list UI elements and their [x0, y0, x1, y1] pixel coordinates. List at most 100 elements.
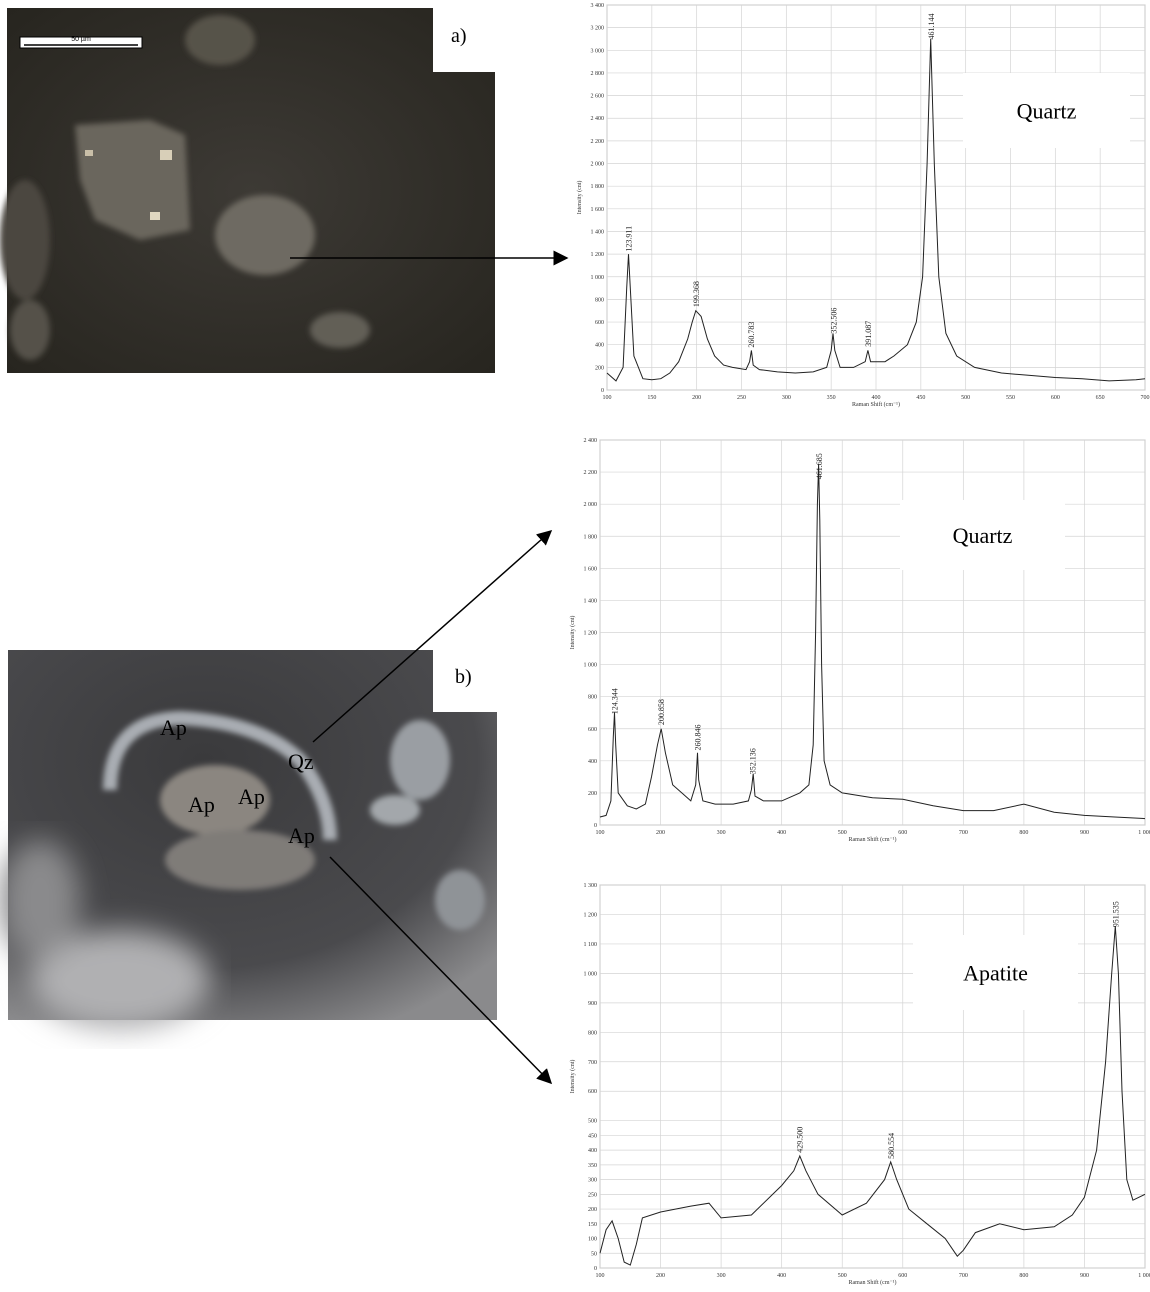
- y-tick-label: 2 600: [591, 94, 605, 100]
- y-tick-label: 2 800: [591, 71, 605, 77]
- x-tick-label: 900: [1080, 830, 1089, 836]
- y-tick-label: 1 800: [591, 184, 605, 190]
- x-axis-label: Raman Shift (cm⁻¹): [849, 836, 897, 843]
- spectrum-line: [606, 38, 1146, 382]
- y-tick-label: 200: [588, 1207, 597, 1213]
- spectrum-line: [599, 464, 1146, 820]
- peak-label: 352.136: [749, 748, 758, 774]
- y-tick-label: 2 000: [584, 502, 598, 508]
- annotation: Apatite: [963, 961, 1028, 986]
- x-tick-label: 300: [717, 1273, 726, 1279]
- mineral-label: Ap: [288, 823, 315, 848]
- y-tick-label: 700: [588, 1060, 597, 1066]
- y-tick-label: 3 000: [591, 48, 605, 54]
- y-tick-label: 1 000: [591, 275, 605, 281]
- y-tick-label: 2 400: [591, 116, 605, 122]
- y-tick-label: 1 200: [591, 252, 605, 258]
- x-tick-label: 600: [1051, 395, 1060, 401]
- y-tick-label: 300: [588, 1178, 597, 1184]
- peak-label: 580.554: [887, 1133, 896, 1159]
- peak-label: 429.500: [796, 1127, 805, 1153]
- x-tick-label: 450: [916, 395, 925, 401]
- annotation: Quartz: [1017, 99, 1077, 124]
- peak-label: 461.144: [927, 13, 936, 39]
- micrograph-b: [0, 650, 497, 1030]
- peak-label: 200.858: [657, 699, 666, 725]
- mineral-label: Ap: [238, 784, 265, 809]
- y-tick-label: 1 100: [584, 942, 598, 948]
- y-tick-label: 3 200: [591, 26, 605, 32]
- x-tick-label: 550: [1006, 395, 1015, 401]
- x-tick-label: 900: [1080, 1273, 1089, 1279]
- x-axis-label: Raman Shift (cm⁻¹): [849, 1279, 897, 1286]
- annotation: Quartz: [953, 523, 1013, 548]
- y-tick-label: 0: [601, 388, 604, 394]
- x-tick-label: 600: [898, 1273, 907, 1279]
- scale-bar-label: 50 µm: [71, 36, 91, 43]
- y-tick-label: 0: [594, 823, 597, 829]
- peak-label: 461.685: [815, 453, 824, 479]
- x-tick-label: 700: [1141, 395, 1150, 401]
- x-tick-label: 800: [1019, 1273, 1028, 1279]
- y-tick-label: 250: [588, 1192, 597, 1198]
- y-tick-label: 500: [588, 1119, 597, 1125]
- x-tick-label: 650: [1096, 395, 1105, 401]
- annotation-box: [900, 500, 1065, 570]
- y-tick-label: 100: [588, 1237, 597, 1243]
- y-tick-label: 400: [588, 1148, 597, 1154]
- peak-label: 124.344: [611, 688, 620, 714]
- x-tick-label: 300: [717, 830, 726, 836]
- mineral-label: Ap: [160, 715, 187, 740]
- x-tick-label: 250: [737, 395, 746, 401]
- y-tick-label: 800: [588, 695, 597, 701]
- x-tick-label: 350: [827, 395, 836, 401]
- x-tick-label: 400: [777, 830, 786, 836]
- y-tick-label: 1 800: [584, 534, 598, 540]
- arrow: [312, 530, 553, 743]
- x-tick-label: 400: [777, 1273, 786, 1279]
- y-tick-label: 2 000: [591, 162, 605, 168]
- panel-label: b): [455, 666, 472, 688]
- annotation-box: [913, 935, 1078, 1010]
- x-axis-label: Raman Shift (cm⁻¹): [852, 401, 900, 408]
- y-tick-label: 600: [595, 320, 604, 326]
- peak-label: 260.846: [693, 724, 702, 750]
- y-tick-label: 400: [595, 343, 604, 349]
- x-tick-label: 1 000: [1138, 1273, 1150, 1279]
- x-tick-label: 200: [656, 830, 665, 836]
- y-tick-label: 1 400: [591, 229, 605, 235]
- y-tick-label: 3 400: [591, 3, 605, 9]
- y-tick-label: 0: [594, 1266, 597, 1272]
- micrograph-a: 50 µm: [0, 8, 495, 373]
- x-tick-label: 1 000: [1138, 830, 1150, 836]
- y-axis-label: Intensity (cnt): [569, 1060, 576, 1094]
- y-tick-label: 1 300: [584, 883, 598, 889]
- peak-label: 352.506: [829, 308, 838, 334]
- y-tick-label: 1 600: [591, 207, 605, 213]
- x-tick-label: 700: [959, 1273, 968, 1279]
- y-tick-label: 1 400: [584, 598, 598, 604]
- panel-label: a): [451, 25, 467, 47]
- y-tick-label: 200: [588, 791, 597, 797]
- mineral-label: Qz: [288, 749, 314, 774]
- y-axis-label: Intensity (cnt): [569, 616, 576, 650]
- annotation-box: [963, 73, 1130, 148]
- x-tick-label: 700: [959, 830, 968, 836]
- x-tick-label: 500: [961, 395, 970, 401]
- y-tick-label: 600: [588, 1089, 597, 1095]
- y-tick-label: 800: [588, 1030, 597, 1036]
- y-tick-label: 800: [595, 297, 604, 303]
- peak-label: 260.783: [747, 322, 756, 348]
- x-tick-label: 200: [656, 1273, 665, 1279]
- peak-label: 123.911: [624, 226, 633, 252]
- y-tick-label: 1 000: [584, 663, 598, 669]
- y-axis-label: Intensity (cnt): [576, 181, 583, 215]
- y-tick-label: 400: [588, 759, 597, 765]
- x-tick-label: 100: [603, 395, 612, 401]
- y-tick-label: 2 400: [584, 438, 598, 444]
- y-tick-label: 1 000: [584, 971, 598, 977]
- x-tick-label: 400: [872, 395, 881, 401]
- peak-label: 199.368: [692, 281, 701, 307]
- y-tick-label: 200: [595, 365, 604, 371]
- arrow: [329, 856, 553, 1085]
